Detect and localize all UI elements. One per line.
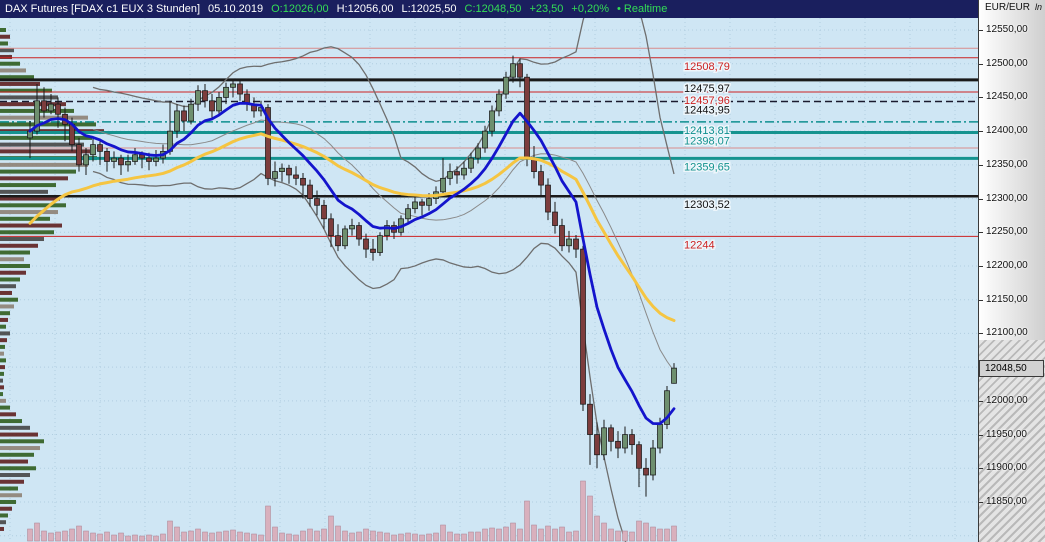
axis-tick-label: 11950,00 [986,428,1027,440]
realtime-status: • Realtime [617,3,668,15]
levels-layer [0,47,978,237]
level-label: 12359,65 [684,161,730,173]
low-value: L:12025,50 [401,3,457,15]
axis-tick-label: 11900,00 [986,462,1027,474]
axis-tick-mark [979,265,983,267]
axis-tick-label: 12200,00 [986,259,1028,271]
instrument-title: DAX Futures [FDAX c1 EUX 3 Stunden] [5,3,201,15]
axis-tick-mark [979,232,983,234]
axis-tick-label: 12100,00 [986,327,1028,339]
axis-tick-label: 12400,00 [986,125,1028,137]
axis-tick-mark [979,434,983,436]
price-axis[interactable]: EUR/EUR ln 12048,50 12550,00 12500,00 1245… [978,0,1045,542]
axis-tick-mark [979,198,983,200]
level-label: 12413,81 [684,125,730,137]
level-label: 12508,79 [684,61,730,73]
chart-container: 12508,79 12475,97 12457,96 12443,95 12413,81… [0,0,978,542]
slow-ma [28,132,676,323]
high-value: H:12056,00 [336,3,394,15]
level-label: 12475,97 [684,83,730,95]
axis-tick-mark [979,164,983,166]
axis-currency-label: EUR/EUR [985,2,1031,13]
level-label: 12303,52 [684,199,730,211]
level-label: 12443,95 [684,105,730,117]
change-percent: +0,20% [571,3,610,15]
axis-tick-mark [979,131,983,133]
grid-layer [0,18,978,542]
axis-tick-mark [979,468,983,470]
axis-tick-label: 12150,00 [986,293,1028,305]
current-price-badge: 12048,50 [979,360,1044,378]
log-scale-label: ln [1034,2,1042,12]
level-label: 12398,07 [684,135,730,147]
axis-tick-label: 12350,00 [986,158,1028,170]
axis-tick-mark [979,30,983,31]
open-value: O:12026,00 [271,3,329,15]
axis-tick-mark [979,501,983,503]
axis-tick-mark [979,299,983,301]
fast-ma [28,101,676,426]
level-label: 12457,96 [684,95,730,107]
volume-profile-layer [0,28,104,531]
axis-tick-label: 12250,00 [986,226,1028,238]
chart-date: 05.10.2019 [208,3,264,15]
close-value: C:12048,50 [464,3,522,15]
change-value: +23,50 [529,3,564,15]
axis-tick-label: 12500,00 [986,57,1028,69]
axis-tick-label: 12300,00 [986,192,1028,204]
axis-tick-label: 12000,00 [986,394,1028,406]
axis-tick-mark [979,400,983,402]
axis-tick-label: 12450,00 [986,91,1028,103]
ma-layer [28,101,676,426]
axis-tick-label: 12550,00 [986,24,1028,35]
level-label: 12244 [684,239,715,251]
candles-layer [27,55,677,497]
axis-tick-mark [979,333,983,335]
axis-tick-mark [979,63,983,65]
chart-titlebar: DAX Futures [FDAX c1 EUX 3 Stunden] 05.1… [0,0,978,18]
axis-tick-mark [979,97,983,99]
volume-layer [27,480,677,542]
axis-tick-label: 11850,00 [986,495,1027,507]
